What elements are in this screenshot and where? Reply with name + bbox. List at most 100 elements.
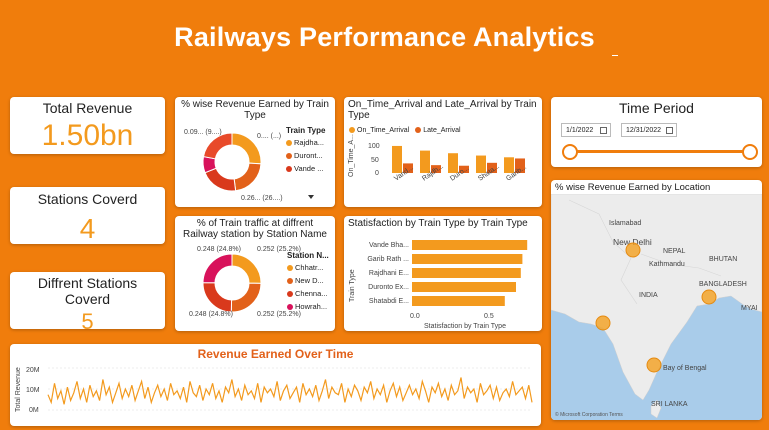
different-stations-card[interactable]: Diffrent Stations Coverd 5 — [10, 272, 165, 329]
donut1-legend-item[interactable]: Rajdha... — [286, 138, 325, 147]
donut2-slice[interactable] — [230, 282, 262, 313]
donut2-slice[interactable] — [202, 253, 233, 284]
satisfaction-xlabel: Statisfaction by Train Type — [424, 323, 506, 330]
map-bubble-chennai[interactable] — [646, 357, 662, 373]
arrival-chart-card[interactable]: On_Time_Arrival and Late_Arrival by Trai… — [344, 97, 542, 207]
donut2-legend-label: Chhatr... — [295, 263, 324, 272]
satisfaction-ytick: Rajdhani E... — [369, 270, 409, 277]
revenue-line-chart: Total Revenue 20M 10M 0M — [15, 367, 533, 414]
map-label: NEPAL — [663, 248, 686, 255]
arrival-ylabel: On_Time_A... — [348, 134, 355, 177]
revenue-series-line[interactable] — [47, 377, 533, 405]
donut1-legend-item[interactable]: Vande ... — [286, 164, 325, 173]
donut2-label-bl-text: 0.248 (24.8%) — [189, 311, 233, 318]
arrival-legend-ontime: On_Time_Arrival — [357, 127, 410, 134]
map-label: Islamabad — [609, 220, 641, 227]
stations-covered-card[interactable]: Stations Coverd 4 — [10, 187, 165, 244]
satisfaction-bar[interactable] — [412, 296, 505, 306]
donut2-label-tr-text: 0.252 (25.2%) — [257, 246, 301, 253]
map-label: New Delhi — [613, 237, 652, 247]
map-label: BHUTAN — [709, 256, 737, 263]
stations-covered-label: Stations Coverd — [37, 191, 138, 207]
arrival-bar[interactable] — [420, 150, 430, 173]
donut2-legend-item[interactable]: Chhatr... — [287, 263, 329, 272]
donut1-label-tr: 0.... (...) — [257, 133, 281, 140]
satisfaction-chart-title: Statisfaction by Train Type by Train Typ… — [348, 218, 528, 229]
arrival-bar[interactable] — [515, 158, 525, 173]
donut1-slice[interactable] — [202, 132, 233, 160]
donut2-slice[interactable] — [202, 282, 233, 313]
donut1-legend-label: Duront... — [294, 151, 323, 160]
different-stations-value: 5 — [81, 309, 94, 329]
map-bubble-kolkata[interactable] — [701, 289, 717, 305]
map-bubble-mumbai[interactable] — [595, 315, 611, 331]
calendar-icon[interactable] — [600, 127, 607, 134]
map-label: BANGLADESH — [699, 281, 747, 288]
satisfaction-ytick: Duronto Ex... — [368, 284, 409, 291]
location-map-card[interactable]: % wise Revenue Earned by Location Islama… — [551, 180, 762, 420]
satisfaction-ytick: Shatabdi E... — [369, 298, 409, 305]
map-label: MYAI — [741, 305, 758, 312]
donut1-slice[interactable] — [233, 162, 262, 192]
satisfaction-ytick: Vande Bha... — [369, 242, 409, 249]
date-slider-track[interactable] — [569, 150, 751, 153]
satisfaction-bar[interactable] — [412, 240, 528, 250]
donut1-legend-title: Train Type — [286, 126, 326, 135]
donut1-legend-item[interactable]: Duront... — [286, 151, 325, 160]
arrival-bar[interactable] — [487, 162, 497, 173]
satisfaction-chart-card[interactable]: Statisfaction by Train Type by Train Typ… — [344, 216, 542, 331]
donut1-legend-label: Rajdha... — [294, 138, 325, 147]
arrival-bar[interactable] — [403, 163, 413, 173]
date-slider-start-handle[interactable] — [562, 144, 578, 160]
donut2-slice[interactable] — [231, 253, 262, 284]
arrival-bar[interactable] — [392, 145, 402, 173]
satisfaction-ytick: Garib Rath ... — [367, 256, 409, 263]
revenue-over-time-card[interactable]: Revenue Earned Over Time Total Revenue 2… — [10, 344, 541, 426]
chevron-down-icon[interactable] — [308, 195, 314, 199]
map-bubble-new-delhi[interactable] — [625, 242, 641, 258]
train-revenue-donut: 0.09... (9....) 0.... (...) 0.26... (26.… — [184, 129, 283, 202]
station-traffic-donut: 0.248 (24.8%) 0.252 (25.2%) 0.248 (24.8%… — [189, 246, 301, 318]
donut2-legend: Station N... Chhatr... New D... Chenna..… — [287, 251, 329, 311]
satisfaction-ylabel: Train Type — [349, 269, 356, 302]
end-date-input[interactable]: 12/31/2022 — [621, 123, 677, 137]
arrival-bar-chart: On_Time_A... 100 50 0 Vand... Rajdh... Dur… — [348, 134, 528, 183]
train-revenue-donut-card[interactable]: % wise Revenue Earned by Train Type 0.09… — [175, 97, 335, 207]
donut2-legend-item[interactable]: Chenna... — [287, 289, 329, 298]
donut2-legend-item[interactable]: New D... — [287, 276, 329, 285]
revenue-ylabel: Total Revenue — [15, 367, 22, 412]
dashboard-title: Railways Performance Analytics — [174, 22, 595, 52]
revenue-ytick: 10M — [26, 387, 40, 394]
arrival-bar[interactable] — [476, 155, 486, 173]
map-canvas[interactable]: Islamabad New Delhi NEPAL Kathmandu BHUT… — [551, 194, 762, 420]
station-traffic-donut-card[interactable]: % of Train traffic at diffrent Railway s… — [175, 216, 335, 331]
calendar-icon[interactable] — [666, 127, 673, 134]
satisfaction-bar[interactable] — [412, 282, 516, 292]
title-dash — [612, 55, 618, 56]
donut2-label-tl-text: 0.248 (24.8%) — [197, 246, 241, 253]
arrival-bar[interactable] — [431, 165, 441, 173]
donut1-slice[interactable] — [204, 167, 237, 192]
map-label: SRI LANKA — [651, 401, 688, 408]
satisfaction-bar[interactable] — [412, 268, 521, 278]
arrival-ytick: 0 — [375, 170, 379, 177]
arrival-bar[interactable] — [459, 165, 469, 173]
total-revenue-card[interactable]: Total Revenue 1.50bn — [10, 97, 165, 154]
arrival-bar[interactable] — [504, 157, 514, 173]
arrival-ytick: 100 — [368, 143, 380, 150]
stations-covered-value: 4 — [79, 213, 96, 244]
map-label: Bay of Bengal — [663, 365, 707, 372]
donut2-legend-item[interactable]: Howrah... — [287, 302, 329, 311]
arrival-bar[interactable] — [448, 153, 458, 173]
satisfaction-bar[interactable] — [412, 254, 523, 264]
donut2-legend-label: New D... — [295, 276, 324, 285]
arrival-legend: On_Time_Arrival Late_Arrival — [349, 127, 461, 134]
date-slider-end-handle[interactable] — [742, 144, 758, 160]
arrival-legend-late: Late_Arrival — [423, 127, 461, 134]
revenue-chart-title: Revenue Earned Over Time — [197, 347, 354, 361]
time-period-card[interactable]: Time Period 1/1/2022 12/31/2022 — [551, 97, 762, 167]
start-date-input[interactable]: 1/1/2022 — [561, 123, 611, 137]
start-date-value: 1/1/2022 — [566, 127, 594, 134]
location-map-title: % wise Revenue Earned by Location — [555, 182, 711, 193]
donut2-legend-label: Howrah... — [295, 302, 328, 311]
